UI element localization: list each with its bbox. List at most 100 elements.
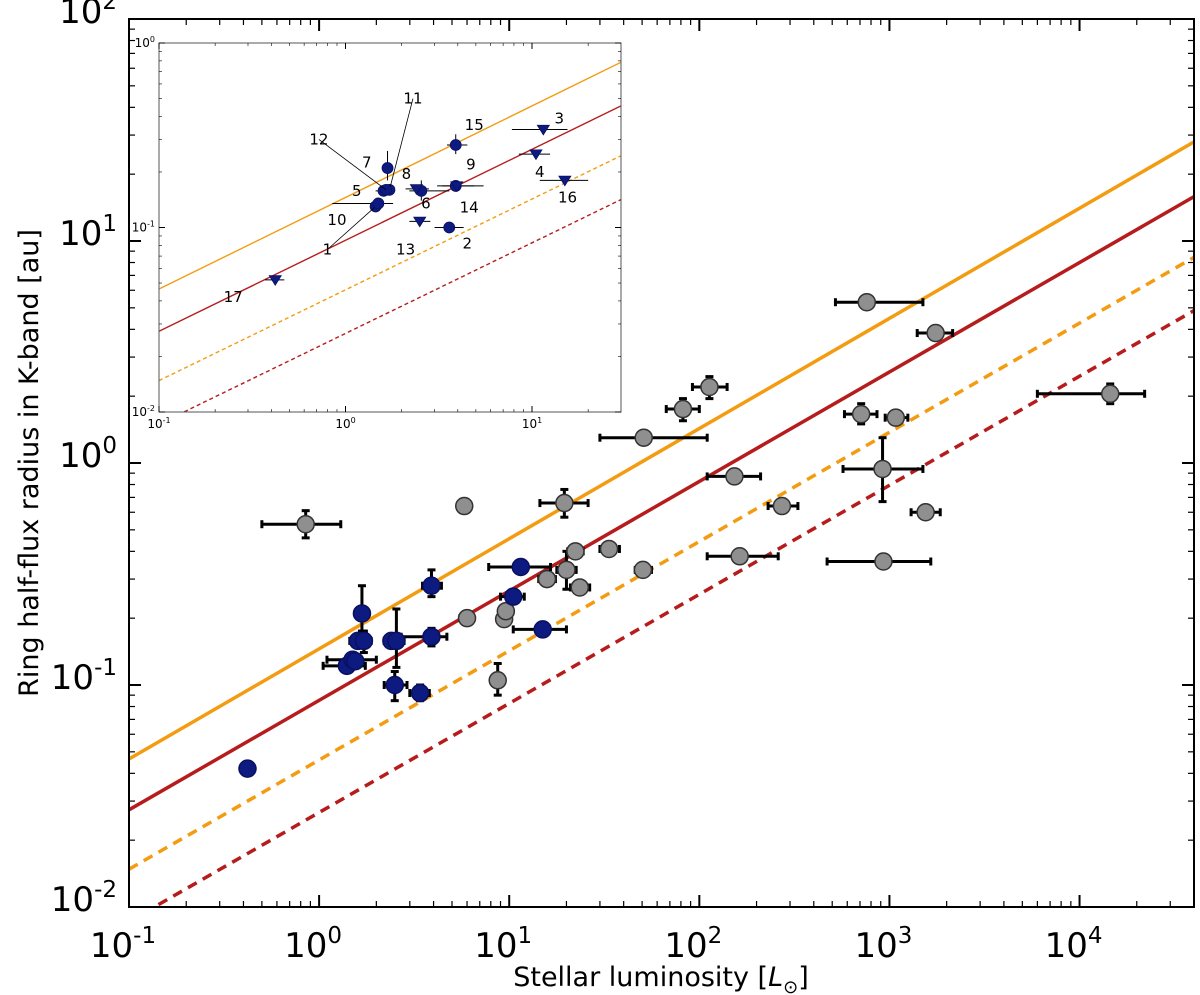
- x-tick-label: 100: [284, 923, 342, 966]
- x-tick-label: 101: [522, 416, 542, 431]
- x-tick-label: 103: [854, 923, 912, 966]
- grey-data-point: [599, 539, 619, 559]
- x-axis-label: Stellar luminosity [L⊙]: [513, 962, 809, 995]
- inset-star-marker: [413, 216, 427, 228]
- inset-star-label: 6: [421, 194, 431, 212]
- inset-star-marker: [443, 221, 456, 234]
- inset-star-label: 17: [224, 288, 243, 306]
- grey-data-point: [570, 578, 590, 597]
- inset-leader-line: [389, 98, 414, 190]
- model-line-orange-solid: [129, 140, 1194, 761]
- inset-star-marker: [381, 162, 394, 174]
- grey-data-point: [700, 377, 719, 397]
- y-tick-label: 100: [135, 35, 155, 50]
- blue-data-point: [238, 759, 257, 778]
- inset-star-label: 3: [554, 109, 564, 127]
- grey-data-point: [725, 467, 744, 486]
- blue-data-point: [410, 683, 430, 703]
- y-tick-label: 10-2: [132, 404, 155, 419]
- inset-star-marker: [409, 184, 424, 195]
- blue-data-point: [346, 651, 365, 671]
- grey-data-point: [488, 671, 507, 690]
- grey-data-point: [730, 547, 749, 566]
- grey-data-point: [566, 542, 585, 561]
- y-tick-label: 100: [59, 433, 117, 476]
- inset-star-label: 7: [362, 154, 372, 172]
- grey-data-point: [874, 552, 893, 571]
- grey-data-point: [873, 459, 892, 479]
- grey-data-point: [634, 428, 653, 447]
- x-tick-label: 102: [664, 923, 722, 966]
- inset-star-label: 5: [352, 182, 362, 200]
- inset-star-marker: [268, 275, 282, 287]
- inset-star-label: 15: [465, 116, 484, 134]
- x-tick-label: 100: [335, 416, 355, 431]
- x-tick-label: 10-1: [147, 416, 170, 431]
- grey-data-point: [633, 560, 653, 580]
- x-tick-label: 101: [474, 923, 532, 966]
- blue-data-point: [503, 587, 523, 606]
- grey-data-point: [457, 608, 477, 628]
- y-axis-label: Ring half-flux radius in K-band [au]: [14, 229, 45, 697]
- blue-data-point: [354, 631, 374, 651]
- y-tick-label: 10-1: [132, 220, 155, 235]
- inset-star-label: 11: [403, 90, 422, 108]
- blue-data-point: [422, 627, 441, 646]
- grey-data-point: [851, 404, 871, 424]
- y-tick-label: 102: [59, 0, 117, 32]
- grey-data-point: [496, 601, 516, 621]
- grey-data-point: [555, 493, 574, 513]
- model-line-red-solid: [129, 195, 1194, 812]
- model-line-orange-dashed: [129, 255, 1194, 871]
- inset-leader-line: [327, 206, 376, 250]
- grey-data-point: [296, 514, 315, 534]
- inset-star-label: 2: [463, 234, 473, 252]
- blue-data-point: [533, 620, 552, 639]
- inset-star-label: 9: [466, 155, 476, 173]
- grey-data-point: [537, 569, 557, 589]
- blue-data-point: [511, 557, 531, 577]
- grey-data-point: [886, 408, 906, 427]
- x-tick-label: 104: [1045, 923, 1103, 966]
- blue-data-point: [385, 675, 405, 695]
- model-line-red-solid: [159, 105, 621, 332]
- inset-star-marker: [372, 197, 385, 210]
- grey-data-point: [916, 503, 935, 522]
- blue-data-point: [352, 604, 372, 623]
- inset-star-label: 14: [460, 199, 479, 217]
- inset-star-marker: [529, 149, 543, 161]
- inset-star-marker: [449, 139, 462, 151]
- model-lines: [129, 140, 1194, 907]
- inset-star-marker: [450, 181, 464, 193]
- grey-data-point: [673, 399, 693, 419]
- model-line-red-dashed: [150, 309, 1194, 907]
- grey-data-point: [1100, 384, 1120, 404]
- grey-data-point: [857, 292, 877, 312]
- inset-star-label: 1: [323, 240, 333, 258]
- inset-star-label: 13: [396, 240, 415, 258]
- x-tick-label: 10-1: [90, 923, 156, 966]
- blue-data-point: [387, 631, 406, 651]
- grey-data-point: [557, 560, 576, 580]
- y-tick-label: 10-1: [51, 655, 117, 698]
- inset-star-marker: [558, 175, 572, 187]
- blue-data-point: [422, 576, 441, 595]
- inset-leader-line: [318, 139, 387, 191]
- inset-star-label: 4: [535, 163, 545, 181]
- data-points: [238, 292, 1147, 778]
- inset-star-marker: [536, 124, 551, 136]
- inset-star-label: 16: [558, 189, 577, 207]
- y-tick-label: 10-2: [51, 877, 117, 920]
- inset-star-label: 12: [309, 130, 328, 148]
- y-tick-label: 101: [59, 211, 117, 254]
- grey-data-point: [926, 323, 945, 343]
- inset-star-label: 8: [402, 165, 412, 183]
- inset-star-label: 10: [327, 211, 346, 229]
- grey-data-point: [772, 496, 792, 516]
- inset-background: [159, 43, 621, 412]
